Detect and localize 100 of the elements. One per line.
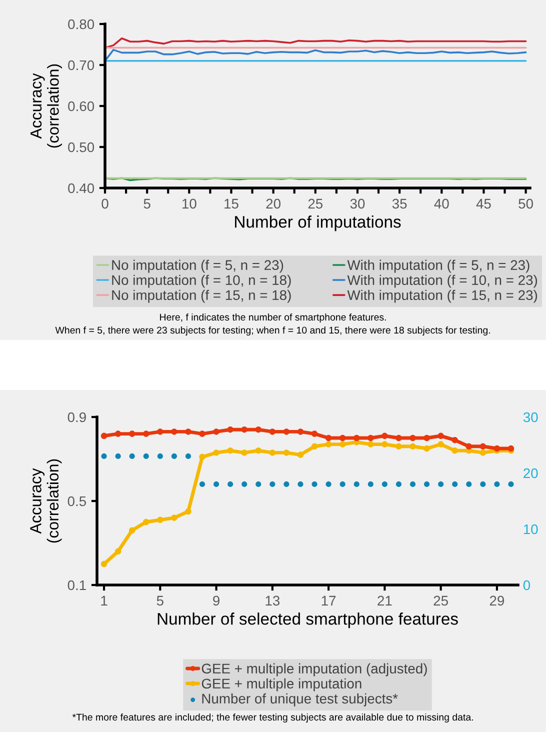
x-tick-label: 40	[434, 198, 449, 209]
point	[452, 436, 458, 444]
point	[424, 445, 430, 452]
x-tick-label: 9	[213, 596, 220, 606]
x-tick-label: 25	[308, 198, 323, 209]
x-tick-label: 45	[476, 198, 491, 209]
point	[185, 508, 192, 515]
point	[480, 450, 486, 456]
y-tick-label: 0.60	[68, 101, 94, 112]
point	[438, 441, 444, 448]
line-series	[105, 37, 527, 49]
text: Here, f indicates the number of smartphone features.	[160, 313, 386, 323]
point	[114, 548, 122, 555]
point	[325, 441, 332, 448]
point	[311, 430, 318, 437]
point	[171, 514, 178, 521]
point	[241, 450, 248, 456]
point	[410, 443, 416, 450]
text: When f = 5, there were 23 subjects for testing; when f = 10 and 15, there were 18 subjects for testing.	[55, 326, 490, 336]
legend-label: GEE + multiple imputation (adjusted)	[202, 663, 427, 676]
point	[283, 428, 290, 435]
point	[199, 430, 206, 437]
x-tick-label: 1	[101, 596, 108, 606]
point	[368, 441, 374, 448]
x-tick-label: 13	[266, 596, 280, 606]
legend-label: GEE + multiple imputation	[202, 678, 362, 692]
point	[227, 426, 234, 433]
y-tick-label: 0.1	[68, 580, 86, 590]
legend-label: Number of unique test subjects*	[202, 693, 398, 706]
y2-tick-label: 10	[524, 524, 538, 534]
point	[339, 434, 346, 442]
x-tick-label: 29	[490, 596, 504, 606]
point	[368, 434, 374, 442]
point	[424, 434, 430, 442]
line-series	[105, 48, 527, 62]
point	[297, 452, 304, 458]
legend-label: With imputation (f = 5, n = 23)	[347, 260, 530, 273]
x-tick-label: 20	[266, 198, 280, 209]
point	[269, 450, 276, 456]
point	[283, 450, 290, 456]
point	[157, 516, 164, 524]
x-axis-title: Number of imputations	[235, 216, 401, 232]
point	[339, 441, 346, 448]
x-tick-label: 5	[156, 596, 164, 606]
point	[382, 432, 388, 440]
point	[396, 434, 402, 442]
point	[157, 428, 164, 435]
y-axis-title: Accuracy (correlation)	[30, 64, 62, 148]
point	[396, 443, 402, 450]
x-tick-label: 5	[144, 198, 150, 209]
y2-tick-label: 0	[523, 580, 530, 590]
point	[128, 430, 136, 437]
y2-tick-label: 30	[523, 412, 538, 422]
point	[213, 450, 220, 456]
point	[114, 430, 122, 437]
point	[255, 426, 262, 433]
y-tick-label: 0.9	[68, 412, 86, 422]
point	[185, 428, 192, 435]
point	[100, 432, 108, 440]
point	[227, 447, 234, 454]
x-tick-label: 10	[182, 198, 196, 209]
point	[410, 434, 416, 442]
point	[142, 430, 150, 437]
x-tick-label: 25	[434, 596, 448, 606]
y-tick-label: 0.70	[68, 60, 94, 70]
point	[466, 443, 472, 450]
y-axis-title: Accuracy (correlation)	[30, 459, 62, 543]
point	[100, 560, 108, 568]
point	[255, 447, 262, 454]
x-tick-label: 35	[392, 198, 407, 209]
y2-tick-label: 20	[524, 468, 538, 478]
point	[382, 441, 388, 448]
point	[142, 518, 150, 526]
y-tick-label: 0.80	[68, 19, 94, 30]
text: *The more features are included; the fewer testing subjects are available due to missing data.	[72, 713, 473, 723]
x-axis-title: Number of selected smartphone features	[158, 612, 458, 628]
point	[128, 527, 136, 534]
point	[325, 434, 332, 442]
point	[353, 434, 360, 442]
point	[213, 428, 220, 435]
point	[297, 428, 304, 435]
point	[171, 428, 178, 435]
point	[311, 443, 318, 450]
y-tick-label: 0.50	[68, 142, 94, 152]
x-tick-label: 50	[518, 198, 533, 209]
point	[452, 447, 458, 454]
legend-label: No imputation (f = 5, n = 23)	[112, 260, 284, 273]
point	[269, 428, 276, 435]
x-tick-label: 0	[102, 198, 108, 209]
legend-label: No imputation (f = 15, n = 18)	[112, 290, 291, 303]
x-tick-label: 15	[224, 198, 238, 209]
legend-label: With imputation (f = 10, n = 23)	[347, 274, 538, 288]
y-tick-label: 0.5	[68, 496, 86, 506]
x-tick-label: 17	[322, 596, 336, 606]
x-tick-label: 30	[350, 198, 365, 209]
x-tick-label: 21	[378, 596, 392, 606]
point	[241, 426, 248, 433]
legend-label: No imputation (f = 10, n = 18)	[112, 274, 291, 288]
point	[438, 432, 444, 440]
point	[199, 454, 206, 460]
